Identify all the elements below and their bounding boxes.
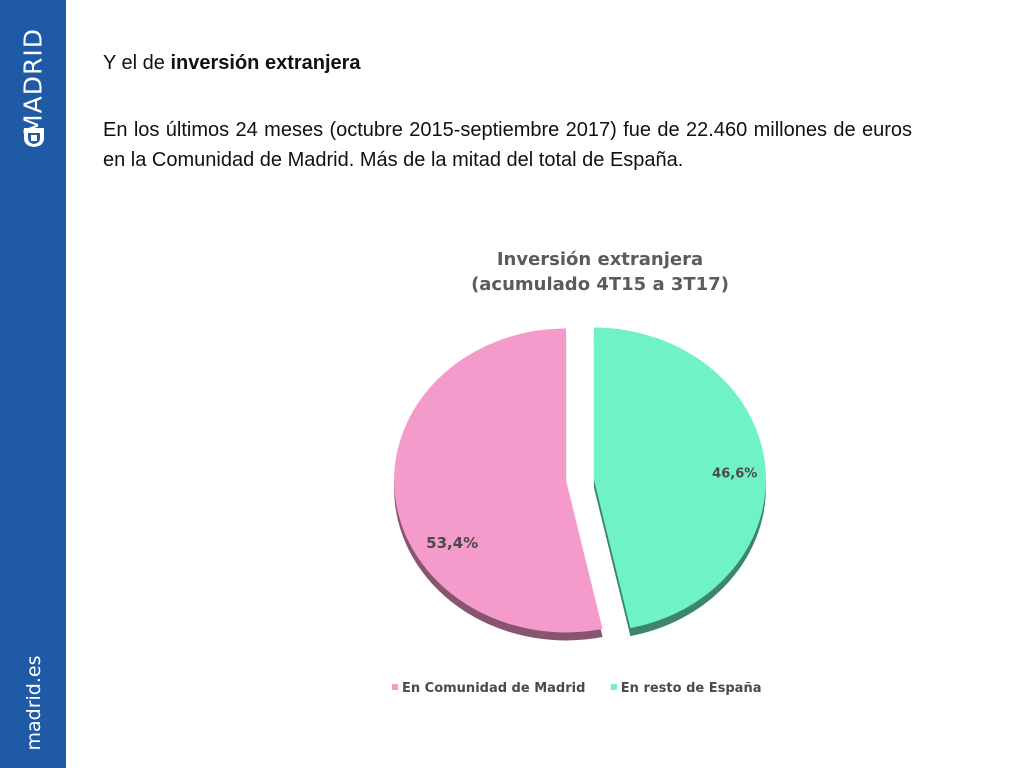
chart-legend: En Comunidad de Madrid En resto de España	[392, 681, 761, 696]
heading-bold: inversión extranjera	[170, 52, 361, 74]
chart-title-line2: (acumulado 4T15 a 3T17)	[471, 274, 729, 295]
pie-slice-0	[394, 328, 603, 633]
brand-name: MADRID	[18, 28, 48, 136]
chart-title-line1: Inversión extranjera	[497, 249, 703, 270]
madrid-crest-icon	[24, 128, 44, 147]
heading-prefix: Y el de	[103, 52, 171, 74]
legend-label-0: En Comunidad de Madrid	[402, 681, 585, 696]
brand-url: madrid.es	[23, 655, 45, 751]
pie-data-label-1: 46,6%	[712, 466, 757, 481]
sidebar: MADRID madrid.es	[0, 0, 66, 768]
slide-heading: Y el de inversión extranjera	[103, 52, 361, 75]
legend-swatch-1	[610, 684, 617, 690]
pie-labels: 53,4% 46,6%	[426, 466, 757, 552]
legend-swatch-0	[392, 684, 398, 690]
body-paragraph: En los últimos 24 meses (octubre 2015-se…	[103, 119, 912, 171]
legend-label-1: En resto de España	[621, 681, 762, 696]
pie-slices	[394, 327, 766, 641]
pie-slice-1	[593, 327, 766, 629]
pie-data-label-0: 53,4%	[426, 534, 478, 552]
pie-chart: Inversión extranjera (acumulado 4T15 a 3…	[392, 249, 766, 696]
